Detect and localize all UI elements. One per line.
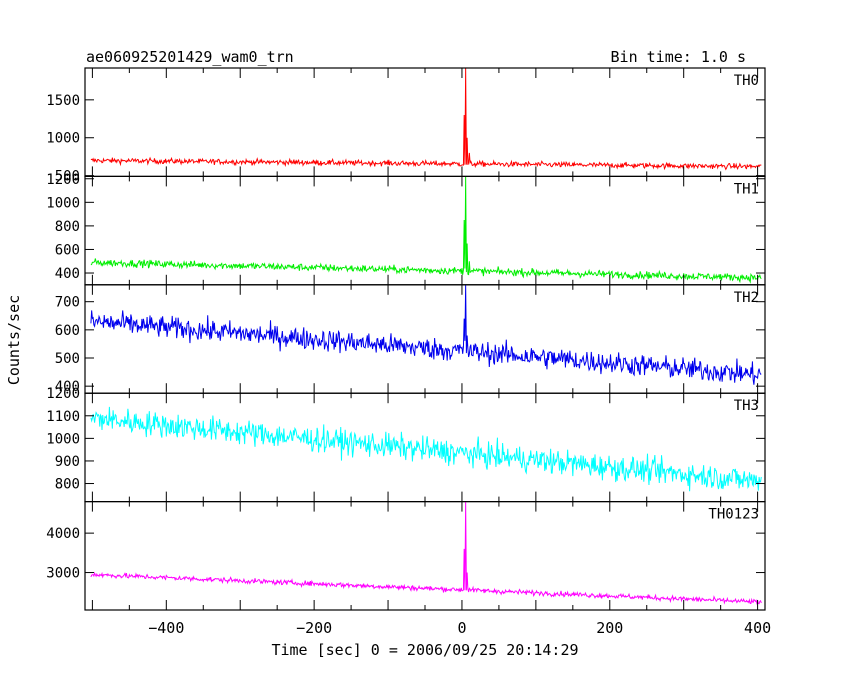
series-line-th1 <box>90 176 762 284</box>
panel-frame <box>84 284 766 394</box>
x-tick-label: 400 <box>744 619 771 637</box>
panel-label: TH1 <box>734 181 759 197</box>
y-tick-label: 800 <box>55 477 80 493</box>
y-tick-label: 3000 <box>46 566 80 582</box>
series-line-th0 <box>90 67 762 171</box>
y-tick-label: 1200 <box>46 172 80 188</box>
y-tick-label: 1200 <box>46 386 80 402</box>
x-tick-label: −400 <box>148 619 184 637</box>
y-tick-label: 1100 <box>46 409 80 425</box>
x-axis: −400 −200 0 200 400 <box>148 619 771 637</box>
y-tick-label: 900 <box>55 454 80 470</box>
y-tick-label: 500 <box>55 351 80 367</box>
panel-label: TH0 <box>734 73 759 89</box>
series-line-th3 <box>90 406 762 492</box>
panel-frame <box>84 501 766 611</box>
y-tick-label: 800 <box>55 219 80 235</box>
x-tick-label: −200 <box>296 619 332 637</box>
panel-label: TH0123 <box>708 507 759 523</box>
y-tick-label: 700 <box>55 295 80 311</box>
y-tick-label: 400 <box>55 379 80 395</box>
series-line-th2 <box>90 284 762 385</box>
panels: TH0 500 1000 1500 TH1 400 600 800 1000 1200 TH2 400… <box>46 67 766 611</box>
y-tick-label: 400 <box>55 266 80 282</box>
x-tick-label: 200 <box>596 619 623 637</box>
panel-th2: TH2 400 500 600 700 <box>55 284 766 395</box>
y-tick-label: 500 <box>55 169 80 185</box>
y-tick-label: 600 <box>55 242 80 258</box>
y-tick-label: 1000 <box>46 131 80 147</box>
panel-label: TH2 <box>734 290 759 306</box>
panel-frame <box>84 67 766 178</box>
y-tick-label: 600 <box>55 323 80 339</box>
panel-label: TH3 <box>734 398 759 414</box>
y-tick-label: 1000 <box>46 195 80 211</box>
panel-th3: TH3 800 900 1000 1100 1200 <box>46 386 766 503</box>
x-tick-label: 0 <box>457 619 466 637</box>
y-axis-label: Counts/sec <box>5 295 23 385</box>
panel-frame <box>84 392 766 503</box>
bin-time-label: Bin time: 1.0 s <box>611 48 746 66</box>
y-tick-label: 1500 <box>46 93 80 109</box>
x-axis-label: Time [sec] 0 = 2006/09/25 20:14:29 <box>271 641 578 659</box>
panel-th1: TH1 400 600 800 1000 1200 <box>46 172 766 286</box>
chart-title: ae060925201429_wam0_trn <box>86 48 294 66</box>
series-line-th0123 <box>90 501 762 606</box>
y-tick-label: 1000 <box>46 431 80 447</box>
panel-th0: TH0 500 1000 1500 <box>46 67 766 185</box>
y-tick-label: 4000 <box>46 526 80 542</box>
panel-th0123: TH0123 3000 4000 <box>46 501 766 611</box>
